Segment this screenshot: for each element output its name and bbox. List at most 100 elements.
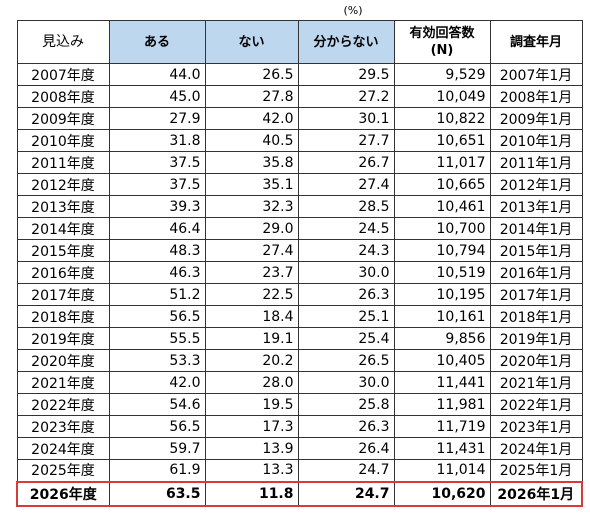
yes-cell: 53.3 bbox=[108, 349, 206, 372]
year-cell: 2009年度 bbox=[16, 107, 110, 130]
responses-cell: 11,441 bbox=[393, 371, 491, 394]
table-row: 2022年度 54.6 19.5 25.8 11,981 2022年1月 bbox=[16, 393, 583, 416]
header-responses-line1: 有効回答数 bbox=[409, 26, 475, 41]
no-cell: 22.5 bbox=[204, 283, 299, 306]
yes-cell: 56.5 bbox=[108, 305, 206, 328]
responses-cell: 10,794 bbox=[393, 239, 491, 262]
survey-date-cell: 2008年1月 bbox=[489, 85, 583, 108]
yes-cell: 56.5 bbox=[108, 415, 206, 438]
table-row: 2013年度 39.3 32.3 28.5 10,461 2013年1月 bbox=[16, 195, 583, 218]
survey-date-cell: 2014年1月 bbox=[489, 217, 583, 240]
year-cell: 2021年度 bbox=[16, 371, 110, 394]
year-cell: 2023年度 bbox=[16, 415, 110, 438]
table-row: 2015年度 48.3 27.4 24.3 10,794 2015年1月 bbox=[16, 239, 583, 262]
responses-cell: 11,719 bbox=[393, 415, 491, 438]
unknown-cell: 30.0 bbox=[297, 261, 395, 284]
table-header: 見込み ある ない 分からない 有効回答数 (N) 調査年月 bbox=[16, 20, 583, 64]
year-cell: 2018年度 bbox=[16, 305, 110, 328]
yes-cell: 54.6 bbox=[108, 393, 206, 416]
table-row: 2021年度 42.0 28.0 30.0 11,441 2021年1月 bbox=[16, 371, 583, 394]
header-responses-line2: (N) bbox=[430, 43, 454, 58]
unknown-cell: 24.7 bbox=[297, 480, 395, 507]
year-cell: 2025年度 bbox=[16, 459, 110, 482]
survey-date-cell: 2009年1月 bbox=[489, 107, 583, 130]
header-unknown: 分からない bbox=[297, 20, 395, 64]
table-row: 2025年度 61.9 13.3 24.7 11,014 2025年1月 bbox=[16, 459, 583, 482]
no-cell: 18.4 bbox=[204, 305, 299, 328]
yes-cell: 48.3 bbox=[108, 239, 206, 262]
year-cell: 2013年度 bbox=[16, 195, 110, 218]
survey-date-cell: 2013年1月 bbox=[489, 195, 583, 218]
no-cell: 35.1 bbox=[204, 173, 299, 196]
responses-cell: 10,651 bbox=[393, 129, 491, 152]
responses-cell: 10,461 bbox=[393, 195, 491, 218]
table-row: 2007年度 44.0 26.5 29.5 9,529 2007年1月 bbox=[16, 63, 583, 86]
no-cell: 29.0 bbox=[204, 217, 299, 240]
table-row: 2017年度 51.2 22.5 26.3 10,195 2017年1月 bbox=[16, 283, 583, 306]
survey-date-cell: 2011年1月 bbox=[489, 151, 583, 174]
table-row: 2012年度 37.5 35.1 27.4 10,665 2012年1月 bbox=[16, 173, 583, 196]
header-survey-date: 調査年月 bbox=[489, 20, 583, 64]
year-cell: 2019年度 bbox=[16, 327, 110, 350]
unknown-cell: 30.1 bbox=[297, 107, 395, 130]
header-no: ない bbox=[204, 20, 299, 64]
unknown-cell: 28.5 bbox=[297, 195, 395, 218]
responses-cell: 10,700 bbox=[393, 217, 491, 240]
responses-cell: 10,049 bbox=[393, 85, 491, 108]
no-cell: 26.5 bbox=[204, 63, 299, 86]
yes-cell: 55.5 bbox=[108, 327, 206, 350]
unknown-cell: 30.0 bbox=[297, 371, 395, 394]
survey-date-cell: 2021年1月 bbox=[489, 371, 583, 394]
responses-cell: 10,195 bbox=[393, 283, 491, 306]
responses-cell: 9,529 bbox=[393, 63, 491, 86]
no-cell: 19.1 bbox=[204, 327, 299, 350]
year-cell: 2012年度 bbox=[16, 173, 110, 196]
no-cell: 32.3 bbox=[204, 195, 299, 218]
table-row: 2018年度 56.5 18.4 25.1 10,161 2018年1月 bbox=[16, 305, 583, 328]
responses-cell: 10,822 bbox=[393, 107, 491, 130]
table-row: 2024年度 59.7 13.9 26.4 11,431 2024年1月 bbox=[16, 437, 583, 460]
responses-cell: 10,519 bbox=[393, 261, 491, 284]
unknown-cell: 27.7 bbox=[297, 129, 395, 152]
survey-date-cell: 2018年1月 bbox=[489, 305, 583, 328]
no-cell: 11.8 bbox=[204, 480, 299, 507]
yes-cell: 46.3 bbox=[108, 261, 206, 284]
survey-date-cell: 2026年1月 bbox=[489, 480, 583, 507]
no-cell: 28.0 bbox=[204, 371, 299, 394]
yes-cell: 42.0 bbox=[108, 371, 206, 394]
unknown-cell: 25.1 bbox=[297, 305, 395, 328]
survey-date-cell: 2025年1月 bbox=[489, 459, 583, 482]
responses-cell: 10,620 bbox=[393, 480, 491, 507]
unknown-cell: 26.5 bbox=[297, 349, 395, 372]
survey-date-cell: 2023年1月 bbox=[489, 415, 583, 438]
unit-label: (%) bbox=[343, 4, 363, 17]
year-cell: 2022年度 bbox=[16, 393, 110, 416]
responses-cell: 11,981 bbox=[393, 393, 491, 416]
table-row: 2014年度 46.4 29.0 24.5 10,700 2014年1月 bbox=[16, 217, 583, 240]
survey-date-cell: 2017年1月 bbox=[489, 283, 583, 306]
unknown-cell: 24.3 bbox=[297, 239, 395, 262]
responses-cell: 11,017 bbox=[393, 151, 491, 174]
survey-date-cell: 2020年1月 bbox=[489, 349, 583, 372]
unknown-cell: 27.4 bbox=[297, 173, 395, 196]
survey-date-cell: 2024年1月 bbox=[489, 437, 583, 460]
unknown-cell: 26.3 bbox=[297, 415, 395, 438]
responses-cell: 10,161 bbox=[393, 305, 491, 328]
yes-cell: 44.0 bbox=[108, 63, 206, 86]
survey-date-cell: 2022年1月 bbox=[489, 393, 583, 416]
survey-date-cell: 2007年1月 bbox=[489, 63, 583, 86]
table-row: 2019年度 55.5 19.1 25.4 9,856 2019年1月 bbox=[16, 327, 583, 350]
header-period: 見込み bbox=[16, 20, 110, 64]
responses-cell: 11,431 bbox=[393, 437, 491, 460]
yes-cell: 37.5 bbox=[108, 173, 206, 196]
unknown-cell: 26.4 bbox=[297, 437, 395, 460]
yes-cell: 45.0 bbox=[108, 85, 206, 108]
header-responses: 有効回答数 (N) bbox=[393, 20, 491, 64]
no-cell: 42.0 bbox=[204, 107, 299, 130]
responses-cell: 9,856 bbox=[393, 327, 491, 350]
year-cell: 2026年度 bbox=[16, 480, 110, 507]
year-cell: 2010年度 bbox=[16, 129, 110, 152]
yes-cell: 37.5 bbox=[108, 151, 206, 174]
no-cell: 35.8 bbox=[204, 151, 299, 174]
unknown-cell: 24.7 bbox=[297, 459, 395, 482]
